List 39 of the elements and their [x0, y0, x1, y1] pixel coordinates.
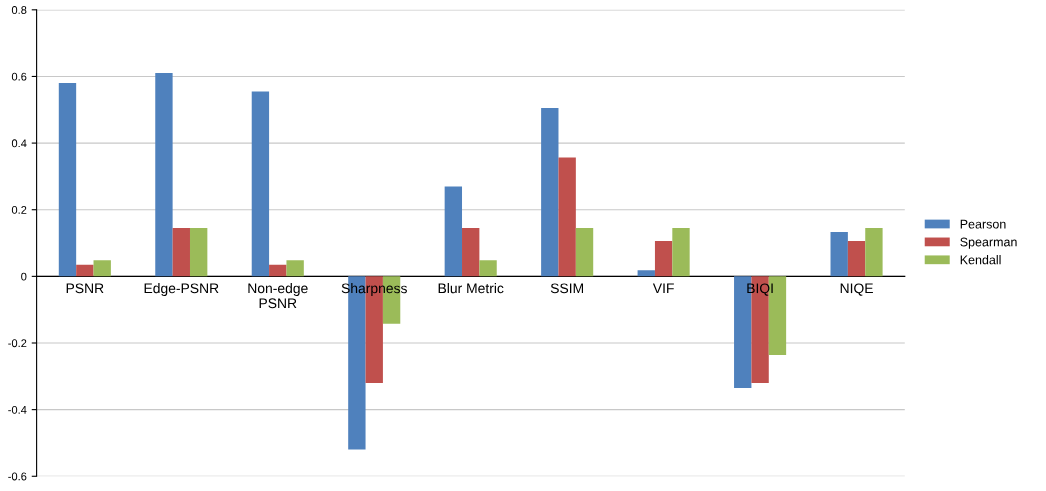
bar [637, 270, 655, 277]
bar [172, 228, 190, 277]
x-tick-label: Blur Metric [438, 283, 504, 294]
bar [672, 228, 690, 277]
bar [479, 260, 497, 277]
bar [558, 157, 576, 277]
y-tick-label: -0.6 [8, 472, 27, 481]
y-tick-label: -0.2 [8, 339, 27, 348]
bar [286, 260, 304, 277]
bar [847, 241, 866, 277]
bar [865, 228, 883, 277]
bar [93, 260, 111, 277]
bar [155, 73, 173, 277]
bar [654, 241, 673, 277]
bar [462, 228, 480, 277]
bar [444, 186, 463, 277]
bar [541, 108, 559, 277]
bar [251, 91, 270, 277]
legend-label: Kendall [960, 255, 1001, 265]
x-tick-label: Non-edge PSNR [248, 283, 308, 309]
x-tick-label: Edge-PSNR [144, 283, 219, 296]
x-tick-label: PSNR [66, 283, 104, 294]
x-tick-label: SSIM [550, 283, 583, 294]
bar [575, 228, 594, 277]
bar [189, 228, 208, 277]
legend-label: Pearson [960, 219, 1006, 229]
bar [58, 83, 77, 277]
bar [269, 264, 287, 277]
bar [76, 264, 94, 277]
y-tick-label: 0.6 [11, 72, 27, 81]
y-tick-label: 0.4 [11, 139, 27, 148]
y-tick-label: -0.4 [8, 405, 27, 414]
y-tick-label: 0.2 [11, 205, 27, 214]
legend-label: Spearman [960, 237, 1017, 249]
y-tick-label: 0.8 [11, 6, 27, 14]
bar [830, 232, 848, 277]
x-tick-label: VIF [652, 283, 674, 294]
y-tick-label: 0 [21, 272, 27, 281]
x-tick-label: NIQE [840, 283, 873, 296]
